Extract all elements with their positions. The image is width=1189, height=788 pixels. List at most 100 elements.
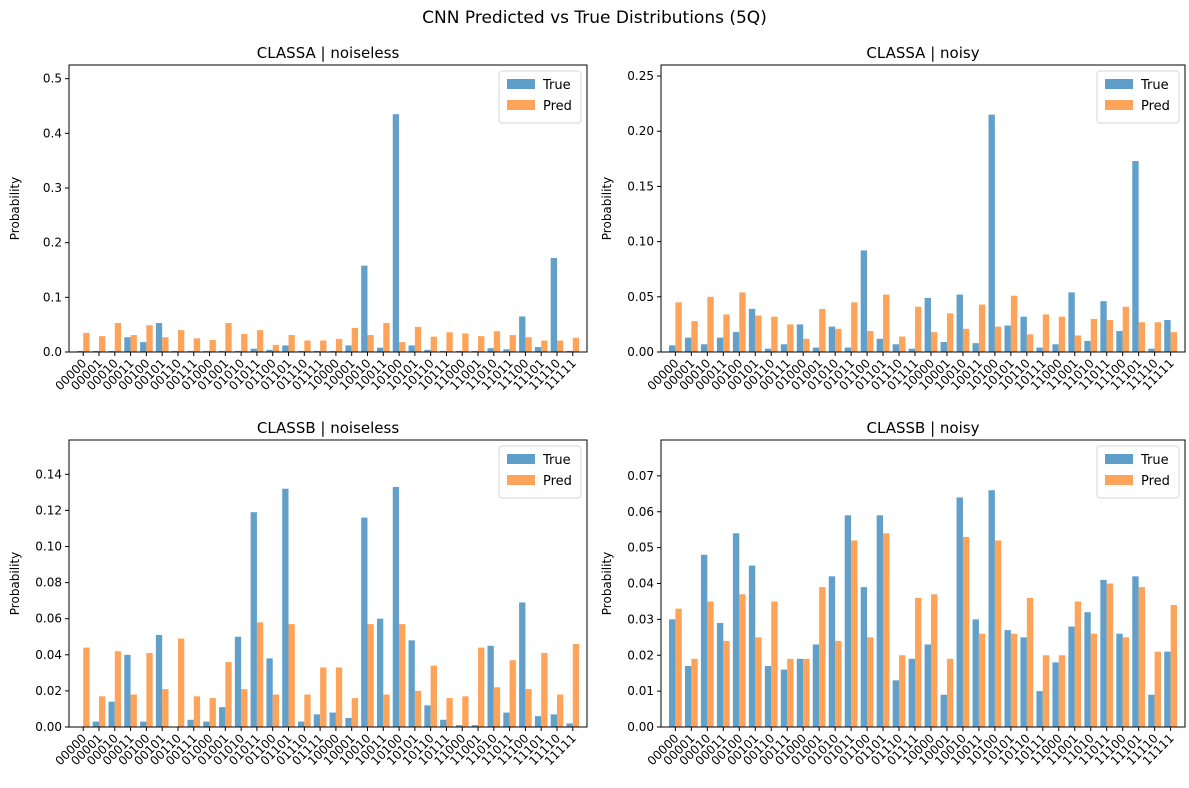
axes-frame	[660, 64, 1186, 353]
y-tick-label: 0.02	[627, 648, 654, 662]
bar-true-11000	[455, 350, 463, 352]
y-axis-label: Probability	[8, 177, 22, 240]
bar-pred-10001	[351, 698, 359, 727]
bar-pred-00101	[162, 689, 169, 727]
bar-true-10111	[440, 350, 447, 352]
bar-pred-01111	[915, 597, 922, 727]
bar-pred-10110	[430, 336, 437, 352]
bar-pred-01101	[883, 533, 890, 727]
y-tick-label: 0.07	[627, 469, 654, 483]
bar-pred-10111	[446, 698, 453, 727]
legend-label-pred: Pred	[543, 99, 572, 114]
bar-true-11011	[503, 712, 510, 727]
bar-pred-10110	[1026, 597, 1034, 727]
bar-true-10010	[956, 497, 963, 727]
bar-pred-11100	[525, 337, 532, 352]
bar-pred-10000	[930, 332, 938, 352]
bar-true-00000	[76, 350, 84, 352]
bar-pred-01110	[304, 340, 311, 352]
bar-true-10111	[1036, 691, 1043, 727]
bar-pred-11010	[493, 331, 501, 352]
bar-pred-11000	[1058, 655, 1066, 727]
y-tick-label: 0.3	[43, 181, 62, 195]
bar-pred-10100	[994, 540, 1002, 727]
bar-pred-00011	[723, 314, 730, 352]
bar-true-01001	[219, 707, 226, 727]
bar-true-00101	[748, 308, 756, 352]
bar-pred-00101	[755, 315, 762, 352]
bar-true-01111	[313, 350, 321, 352]
legend-swatch-true	[1105, 454, 1133, 464]
bar-pred-01000	[209, 339, 216, 352]
bar-pred-01001	[819, 587, 826, 727]
bar-true-00110	[764, 666, 772, 727]
bar-pred-01111	[320, 340, 327, 352]
y-tick-label: 0.05	[627, 290, 654, 304]
bar-pred-00100	[739, 292, 746, 352]
bar-true-01101	[876, 338, 884, 352]
bar-pred-10101	[414, 690, 422, 727]
bar-true-00010	[700, 344, 708, 352]
bar-pred-00011	[723, 640, 730, 727]
bar-pred-10100	[994, 326, 1002, 352]
bar-true-10001	[940, 342, 947, 352]
bar-true-11110	[550, 714, 557, 727]
bar-pred-00000	[83, 647, 90, 727]
bar-true-10111	[1036, 347, 1043, 352]
bar-pred-10110	[1026, 334, 1034, 352]
bar-pred-11110	[1154, 322, 1162, 352]
bar-true-11010	[487, 645, 494, 727]
bar-pred-01001	[225, 662, 232, 727]
bar-pred-01001	[225, 323, 232, 352]
bar-pred-01100	[272, 694, 280, 727]
bar-pred-10011	[978, 633, 986, 727]
bar-true-11000	[1052, 344, 1059, 352]
y-tick-label: 0.04	[35, 648, 62, 662]
y-tick-label: 0.04	[627, 577, 654, 591]
bar-true-00011	[716, 622, 724, 727]
bar-true-01110	[892, 344, 900, 352]
bar-true-11011	[1100, 301, 1107, 352]
bar-true-11000	[455, 725, 463, 727]
bar-pred-11110	[1154, 651, 1162, 727]
bar-true-00111	[780, 669, 788, 727]
bar-pred-00111	[787, 324, 794, 352]
y-tick-label: 0.05	[627, 541, 654, 555]
bar-true-10101	[1004, 325, 1011, 352]
bar-pred-11100	[525, 689, 532, 727]
bar-pred-00100	[146, 325, 153, 352]
legend-swatch-pred	[1105, 475, 1133, 485]
bar-pred-11101	[541, 652, 548, 727]
bar-true-01100	[860, 587, 868, 727]
bar-pred-00110	[177, 638, 185, 727]
bar-pred-00101	[162, 337, 169, 352]
bar-pred-10101	[414, 326, 422, 352]
y-tick-label: 0.10	[35, 539, 62, 553]
bar-true-01100	[266, 658, 273, 727]
subplot-2: CLASSA | noisy Probability 0.00 0.05 0.10 0.1…	[600, 44, 1186, 393]
bar-true-11001	[1068, 292, 1075, 352]
legend-label-true: True	[542, 453, 571, 468]
bar-true-11100	[1116, 331, 1123, 352]
bar-pred-11111	[572, 337, 580, 352]
bar-pred-11001	[1074, 601, 1082, 727]
bar-true-01000	[203, 350, 210, 352]
bar-true-11111	[1164, 651, 1171, 727]
bar-true-10010	[361, 517, 368, 727]
bar-true-10110	[1020, 316, 1027, 352]
bar-pred-11100	[1122, 306, 1130, 352]
bar-true-11101	[534, 716, 542, 727]
bar-pred-00011	[130, 335, 137, 352]
bar-true-01001	[219, 350, 226, 352]
bar-true-10100	[392, 486, 400, 727]
bar-pred-00000	[675, 608, 682, 727]
figure-title: CNN Predicted vs True Distributions (5Q)	[422, 8, 767, 28]
bar-true-00001	[684, 337, 692, 352]
bar-pred-00101	[755, 637, 762, 727]
bar-pred-11000	[462, 333, 469, 352]
bar-pred-11101	[541, 340, 548, 352]
bar-true-01001	[812, 644, 820, 727]
bar-pred-01010	[835, 640, 842, 727]
bar-pred-01100	[272, 344, 280, 352]
subplot-title: CLASSB | noisy	[867, 419, 980, 437]
